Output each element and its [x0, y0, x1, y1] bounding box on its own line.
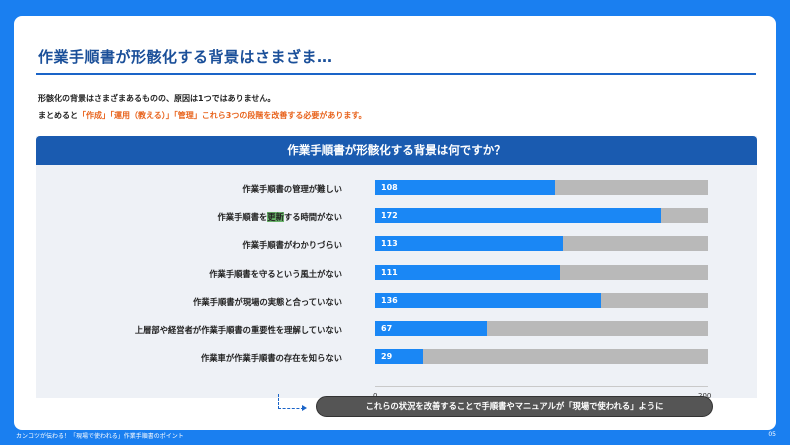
slide-card: 作業手順書が形骸化する背景はさまざま… 形骸化の背景はさまざまあるものの、原因は…	[14, 16, 776, 430]
slide-title: 作業手順書が形骸化する背景はさまざま…	[38, 48, 333, 66]
bar	[375, 349, 424, 365]
bar	[375, 292, 602, 308]
intro-line-2-prefix: まとめると	[38, 111, 78, 120]
bar-value-label: 29	[381, 352, 393, 362]
intro-line-2-suffix: これら3つの段階を改善する必要があります。	[201, 111, 367, 120]
category-label: 作業手順書が現場の実態と合っていない	[193, 296, 342, 307]
bar-track: 111	[375, 264, 708, 280]
bar-track: 67	[375, 321, 708, 336]
bar-value-label: 113	[381, 239, 398, 249]
bar-track: 172	[375, 208, 708, 224]
intro-line-2-highlight: 「作成」「運用（教える）」「管理」	[78, 111, 202, 120]
callout-connector	[278, 394, 304, 409]
bar-value-label: 111	[381, 267, 398, 277]
bar-value-label: 136	[381, 295, 398, 305]
bar	[375, 208, 662, 224]
chart-panel: 作業手順書が形骸化する背景は何ですか？ 作業手順書の管理が難しい 108 作業手順書…	[36, 136, 757, 400]
bar-track: 136	[375, 292, 708, 308]
page-number: 05	[768, 431, 776, 438]
arrow-right-icon	[302, 405, 307, 411]
bar-value-label: 172	[381, 211, 398, 221]
bar-value-label: 108	[381, 183, 398, 192]
intro-line-2: まとめると「作成」「運用（教える）」「管理」これら3つの段階を改善する必要があり…	[38, 110, 367, 121]
category-label: 作業手順書を更新する時間がない	[217, 212, 342, 223]
bar-track: 113	[375, 236, 708, 252]
bar-track: 108	[375, 180, 708, 195]
bar	[375, 180, 555, 195]
category-label: 作業手順書がわかりづらい	[242, 240, 342, 251]
bar	[375, 321, 487, 336]
bar	[375, 264, 560, 280]
bar-track: 29	[375, 349, 708, 365]
bar	[375, 236, 564, 252]
category-label: 上層部や経営者が作業手順書の重要性を理解していない	[134, 325, 342, 335]
chart-title: 作業手順書が形骸化する背景は何ですか？	[36, 136, 757, 165]
category-label: 作業手順書を守るという風土がない	[209, 268, 342, 279]
intro-line-1: 形骸化の背景はさまざまあるものの、原因は1つではありません。	[38, 94, 276, 103]
callout-pill: これらの状況を改善することで手順書やマニュアルが「現場で使われる」ように	[316, 396, 713, 417]
category-label: 作業車が作業手順書の存在を知らない	[200, 353, 342, 364]
footer-text: カンコツが伝わる！「現場で使われる」作業手順書のポイント	[16, 433, 184, 440]
title-divider	[36, 73, 756, 75]
bar-value-label: 67	[381, 324, 393, 333]
highlighted-word: 更新	[267, 212, 284, 223]
category-label: 作業手順書の管理が難しい	[242, 184, 342, 194]
x-axis-line	[375, 386, 708, 387]
